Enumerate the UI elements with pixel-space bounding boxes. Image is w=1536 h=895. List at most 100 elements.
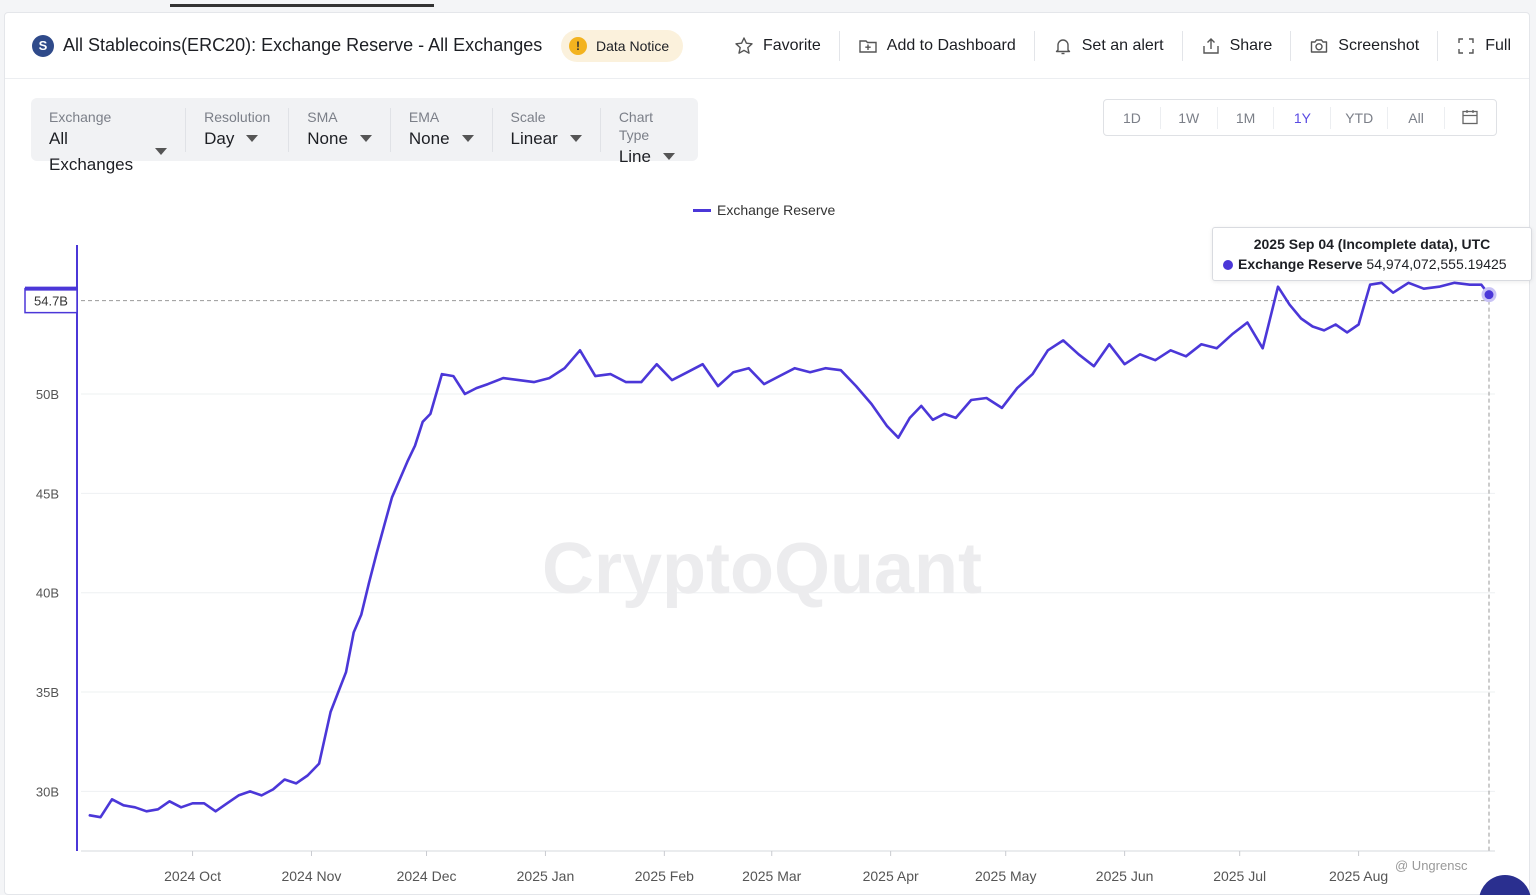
exchange-reserve-line	[88, 281, 1491, 819]
data-point	[464, 393, 466, 395]
data-point	[145, 810, 148, 812]
data-point	[168, 800, 171, 802]
y-tick-label: 30B	[36, 784, 59, 799]
data-point	[656, 363, 658, 365]
screenshot-button[interactable]: Screenshot	[1290, 31, 1437, 61]
range-ytd-button[interactable]: YTD	[1330, 106, 1387, 129]
data-point	[625, 381, 627, 383]
chat-button[interactable]	[1479, 875, 1531, 895]
folder-plus-icon	[859, 40, 877, 53]
favorite-button[interactable]: Favorite	[716, 31, 839, 61]
data-point	[594, 375, 596, 377]
range-1d-button[interactable]: 1D	[1122, 109, 1141, 126]
data-point	[579, 349, 581, 351]
tooltip-series: Exchange Reserve	[1238, 256, 1363, 272]
current-value-label: 54.7B	[34, 294, 68, 309]
data-point	[955, 417, 957, 419]
data-point	[717, 385, 719, 387]
sma-select-label: SMA	[307, 108, 338, 125]
data-point	[249, 790, 251, 793]
data-point	[157, 808, 159, 810]
exchange-select-label: Exchange	[49, 108, 112, 125]
data-point	[943, 413, 945, 415]
x-tick-label: 2025 Mar	[742, 868, 801, 884]
data-point	[337, 691, 339, 693]
chart-legend[interactable]: Exchange Reserve	[693, 202, 835, 218]
data-point	[533, 381, 535, 383]
range-selector: 1D 1W 1M 1Y YTD All	[1103, 99, 1497, 136]
data-point	[1392, 292, 1394, 294]
data-point	[1246, 321, 1248, 324]
resolution-select[interactable]: Resolution Day	[185, 107, 288, 152]
data-point	[909, 417, 911, 419]
range-1m-button[interactable]: 1M	[1216, 106, 1274, 129]
data-point	[985, 397, 988, 399]
range-all-button[interactable]: All	[1387, 106, 1444, 129]
fullscreen-button[interactable]: Full	[1437, 31, 1529, 61]
scale-select[interactable]: Scale Linear	[491, 107, 600, 152]
data-point	[686, 371, 689, 373]
data-point	[330, 711, 332, 713]
bell-icon	[1055, 39, 1070, 55]
tooltip-date: 2025 Sep 04 (Incomplete data), UTC	[1253, 236, 1491, 252]
stablecoin-icon: S	[32, 35, 54, 57]
set-alert-button[interactable]: Set an alert	[1033, 31, 1182, 61]
x-tick-label: 2025 Apr	[863, 868, 919, 884]
data-point	[88, 814, 90, 816]
range-1w-button[interactable]: 1W	[1159, 106, 1217, 129]
data-notice-button[interactable]: ! Data Notice	[561, 30, 684, 62]
data-point	[318, 763, 320, 765]
chart-type-select-label: Chart Type	[618, 108, 654, 143]
scale-select-value: Linear	[510, 128, 558, 148]
ema-select-value: None	[408, 128, 450, 148]
range-1y-button[interactable]: 1Y	[1273, 106, 1330, 129]
ema-select[interactable]: EMA None	[389, 107, 492, 152]
data-point	[1453, 282, 1456, 284]
legend-label: Exchange Reserve	[717, 202, 836, 218]
fullscreen-icon	[1458, 38, 1474, 54]
star-icon	[735, 37, 753, 54]
x-tick-label: 2025 May	[975, 868, 1036, 884]
data-point	[564, 367, 566, 369]
x-tick-label: 2024 Nov	[281, 868, 341, 884]
y-tick-label: 45B	[36, 486, 59, 501]
data-point	[748, 367, 750, 369]
data-point	[422, 421, 424, 423]
data-point	[970, 399, 972, 401]
data-point	[1032, 373, 1034, 375]
data-point	[487, 383, 489, 385]
active-tab-indicator	[170, 4, 434, 7]
x-tick-label: 2025 Jan	[517, 868, 575, 884]
exchange-select[interactable]: Exchange All Exchanges	[31, 108, 185, 174]
data-point	[1480, 284, 1482, 286]
calendar-button[interactable]	[1443, 106, 1496, 129]
share-label: Share	[1229, 37, 1273, 54]
y-tick-label: 40B	[36, 586, 59, 601]
data-point	[429, 413, 431, 415]
y-axis: 30B 35B 40B 45B 50B	[36, 245, 78, 851]
data-point	[360, 614, 362, 616]
sma-select-value: None	[307, 128, 348, 148]
data-point	[452, 375, 454, 377]
share-button[interactable]: Share	[1181, 31, 1291, 61]
data-point	[702, 363, 704, 365]
calendar-icon	[1462, 109, 1479, 124]
add-to-dashboard-button[interactable]: Add to Dashboard	[838, 31, 1034, 61]
data-point	[809, 371, 811, 373]
data-point	[518, 379, 520, 381]
data-point	[548, 377, 550, 379]
legend-swatch	[693, 208, 711, 212]
data-point	[1312, 325, 1314, 328]
data-point	[226, 802, 228, 804]
top-strip	[0, 0, 1536, 10]
chart-type-select[interactable]: Chart Type Line	[599, 107, 698, 166]
data-point	[441, 373, 443, 375]
data-point	[870, 403, 873, 405]
sma-select[interactable]: SMA None	[288, 107, 390, 152]
data-point	[261, 794, 263, 797]
x-tick-label: 2025 Jul	[1213, 868, 1266, 884]
data-point	[368, 582, 370, 584]
data-point	[1407, 282, 1410, 284]
caret-down-icon	[569, 135, 582, 142]
